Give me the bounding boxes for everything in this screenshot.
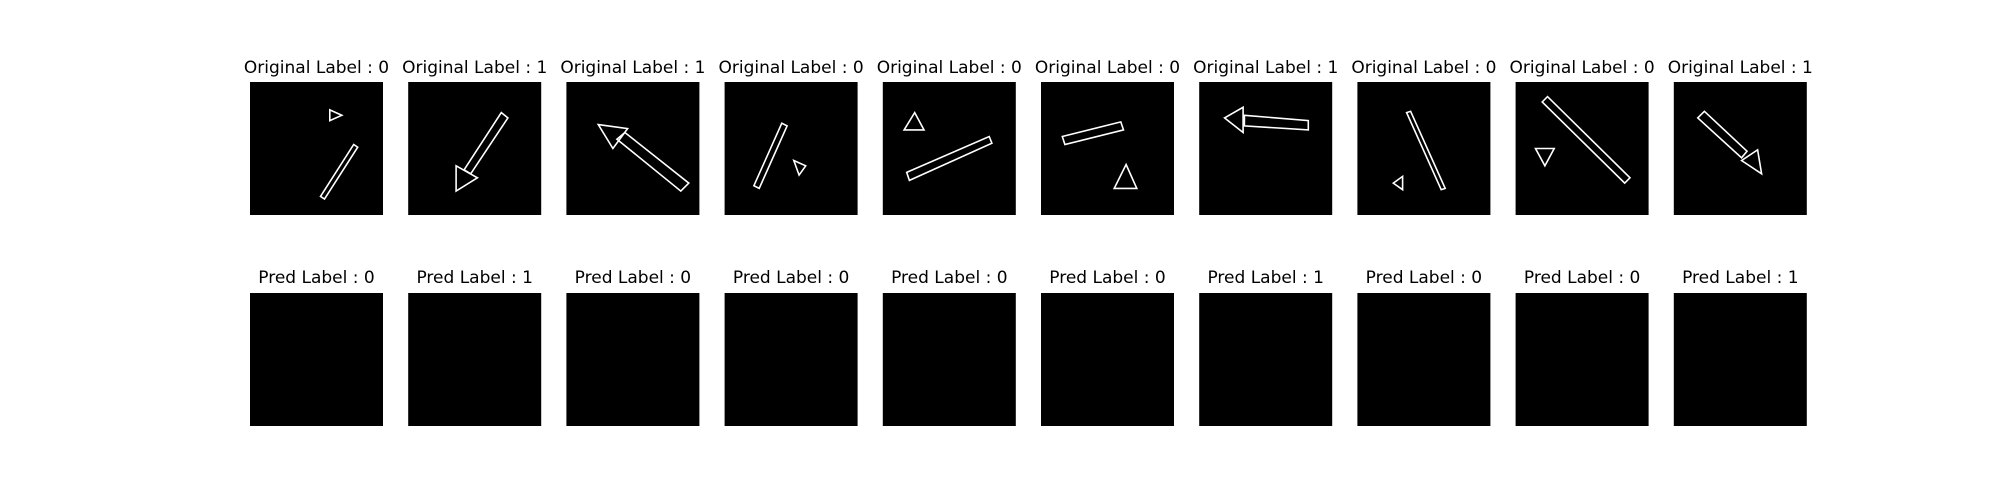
pred-image-9	[1515, 293, 1649, 426]
original-label-title-7: Original Label : 1	[1193, 58, 1338, 78]
image-1-bar-shape	[319, 143, 359, 201]
original-image-6	[1041, 82, 1174, 215]
pred-label-title-9: Pred Label : 0	[1524, 268, 1640, 288]
original-image-3	[566, 82, 700, 215]
image-6-bar-shape	[1061, 120, 1125, 146]
image-5-triangle-shape	[902, 110, 926, 131]
original-image-10	[1673, 82, 1807, 215]
image-9-triangle-shape	[1534, 147, 1556, 168]
pred-label-title-6: Pred Label : 0	[1049, 268, 1165, 288]
pred-label-title-1: Pred Label : 0	[258, 268, 374, 288]
original-label-title-2: Original Label : 1	[402, 58, 547, 78]
original-label-title-1: Original Label : 0	[244, 58, 389, 78]
image-7-triangle-shape	[1223, 105, 1244, 135]
original-label-title-6: Original Label : 0	[1035, 58, 1180, 78]
pred-image-4	[724, 293, 858, 426]
original-label-title-5: Original Label : 0	[877, 58, 1022, 78]
original-label-title-10: Original Label : 1	[1668, 58, 1813, 78]
original-image-7	[1199, 82, 1333, 215]
image-2-triangle-shape	[455, 164, 479, 193]
original-label-title-3: Original Label : 1	[560, 58, 705, 78]
image-7-bar-shape	[1243, 114, 1310, 131]
image-3-bar-shape	[615, 131, 691, 193]
pred-image-2	[408, 293, 542, 426]
image-4-triangle-shape	[792, 159, 807, 177]
pred-image-1	[250, 293, 383, 426]
pred-image-10	[1673, 293, 1807, 426]
pred-label-title-3: Pred Label : 0	[575, 268, 691, 288]
image-4-bar-shape	[752, 122, 789, 190]
image-9-bar-shape	[1541, 95, 1632, 185]
pred-label-title-10: Pred Label : 1	[1682, 268, 1798, 288]
image-5-bar-shape	[905, 135, 993, 182]
image-6-triangle-shape	[1112, 162, 1139, 190]
pred-label-title-2: Pred Label : 1	[416, 268, 532, 288]
pred-label-title-8: Pred Label : 0	[1366, 268, 1482, 288]
pred-image-5	[882, 293, 1016, 426]
image-10-triangle-shape	[1740, 148, 1763, 176]
pred-label-title-5: Pred Label : 0	[891, 268, 1007, 288]
image-8-bar-shape	[1405, 110, 1447, 191]
original-image-8	[1357, 82, 1491, 215]
pred-label-title-4: Pred Label : 0	[733, 268, 849, 288]
image-8-triangle-shape	[1391, 174, 1404, 192]
image-10-bar-shape	[1696, 110, 1749, 159]
original-image-1	[250, 82, 383, 215]
pred-image-3	[566, 293, 700, 426]
pred-label-title-7: Pred Label : 1	[1207, 268, 1323, 288]
image-3-triangle-shape	[596, 123, 630, 150]
image-1-triangle-shape	[328, 108, 344, 122]
pred-image-7	[1199, 293, 1333, 426]
pred-image-8	[1357, 293, 1491, 426]
pred-image-6	[1041, 293, 1174, 426]
original-image-2	[408, 82, 542, 215]
original-label-title-8: Original Label : 0	[1351, 58, 1496, 78]
original-label-title-9: Original Label : 0	[1510, 58, 1655, 78]
original-image-4	[724, 82, 858, 215]
original-image-5	[882, 82, 1016, 215]
original-label-title-4: Original Label : 0	[719, 58, 864, 78]
